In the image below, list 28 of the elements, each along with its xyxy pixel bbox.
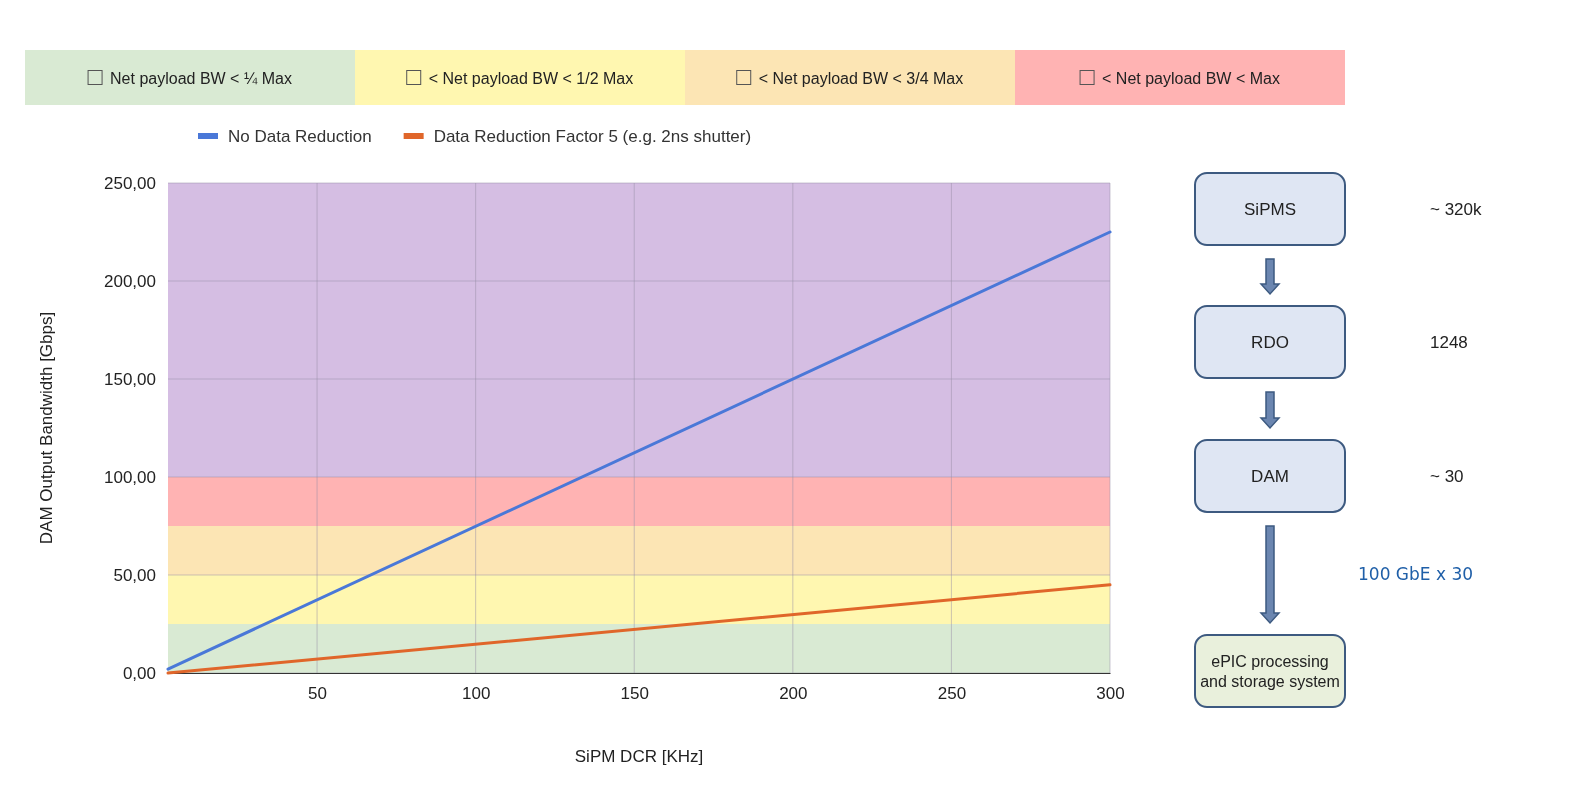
text: DAM xyxy=(1251,467,1289,486)
text: ~ 30 xyxy=(1430,467,1464,486)
text: SiPMS xyxy=(1244,200,1296,219)
legend-label: Data Reduction Factor 5 (e.g. 2ns shutter) xyxy=(433,127,752,146)
text: 1248 xyxy=(1430,333,1468,352)
text: RDO xyxy=(1251,333,1289,352)
x-tick-label: 250 xyxy=(937,684,967,704)
x-tick-label: 100 xyxy=(461,684,491,704)
x-tick-label: 300 xyxy=(1096,684,1125,704)
x-axis-title: SiPM DCR [KHz] xyxy=(574,747,704,766)
x-tick-label: 200 xyxy=(779,684,808,704)
y-tick-label: 100,00 xyxy=(104,467,156,487)
text: ePIC processing and storage system xyxy=(1200,653,1340,690)
y-tick-label: 50,00 xyxy=(113,565,156,585)
legend-label: < Net payload BW < 3/4 Max xyxy=(758,69,964,87)
y-tick-label: 200,00 xyxy=(104,271,156,291)
y-tick-label: 250,00 xyxy=(104,173,156,193)
legend-label: Net payload BW < ¼ Max xyxy=(110,69,292,87)
x-tick-label: 50 xyxy=(308,684,328,704)
y-tick-label: 150,00 xyxy=(104,369,156,389)
y-axis-title: DAM Output Bandwidth [Gbps] xyxy=(37,311,56,545)
text: ~ 320k xyxy=(1430,200,1483,219)
legend-label: No Data Reduction xyxy=(228,127,372,146)
y-tick-label: 0,00 xyxy=(122,663,156,683)
x-tick-label: 150 xyxy=(620,684,649,704)
text: 100 GbE x 30 xyxy=(1358,563,1474,584)
legend-label: < Net payload BW < 1/2 Max xyxy=(428,69,634,87)
legend-label: < Net payload BW < Max xyxy=(1102,69,1280,87)
